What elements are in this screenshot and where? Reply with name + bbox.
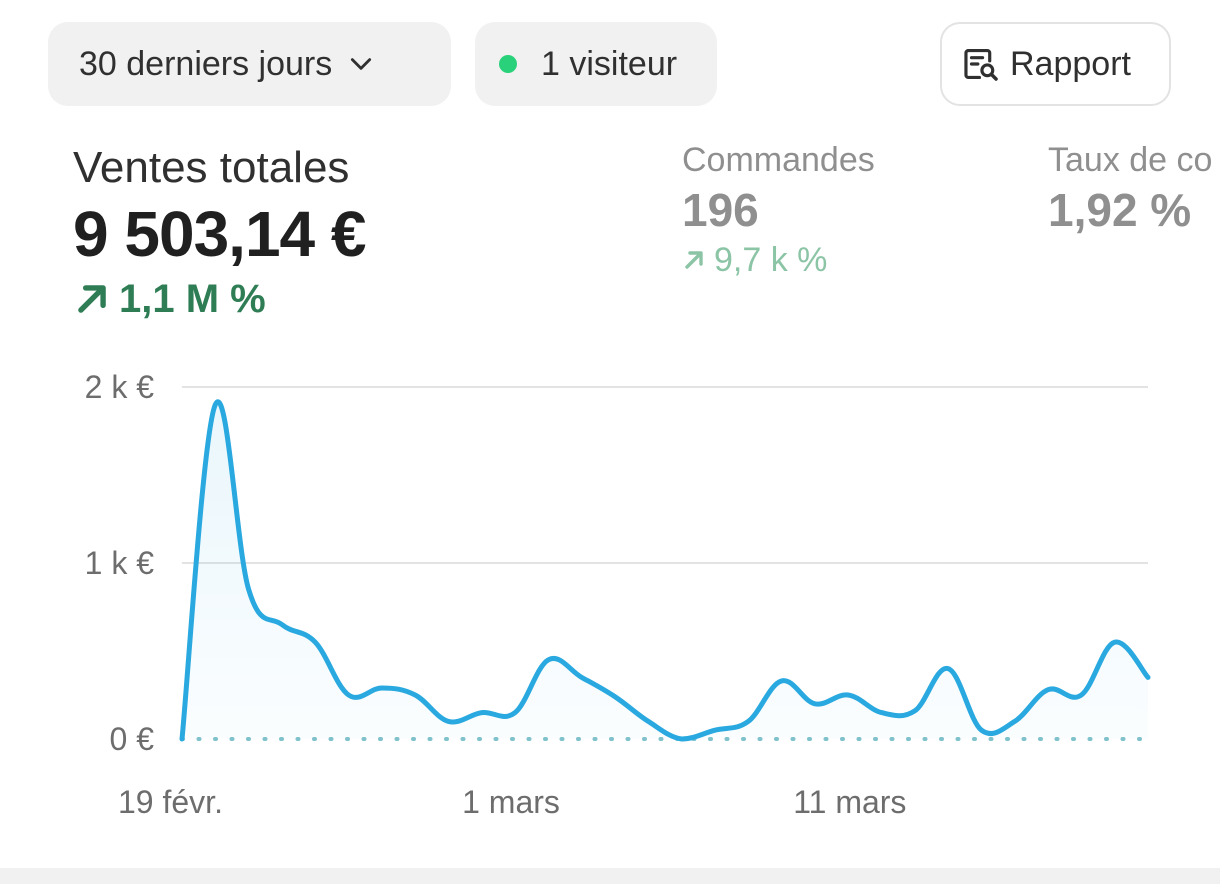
y-tick-label: 0 € [110,721,155,757]
x-tick-label: 1 mars [462,784,560,820]
live-visitors-badge[interactable]: 1 visiteur [475,22,717,106]
sales-line-chart[interactable]: 2 k € 1 k € 0 € 19 févr. 1 mars 11 mars [0,360,1220,840]
conversion-label: Taux de co [1048,141,1213,179]
total-sales-label: Ventes totales [73,143,350,192]
report-button-label: Rapport [1010,44,1131,83]
total-sales-delta-value: 1,1 M % [119,277,266,321]
total-sales-delta: 1,1 M % [73,272,366,326]
sales-series-line[interactable] [179,399,1151,742]
report-search-icon [964,48,998,81]
orders-metric[interactable]: Commandes 196 9,7 k % [682,138,875,282]
live-dot-icon [499,55,517,73]
total-sales-value: 9 503,14 € [73,198,366,270]
total-sales-metric[interactable]: Ventes totales 9 503,14 € 1,1 M % [73,140,366,326]
orders-delta-value: 9,7 k % [714,241,828,279]
orders-label: Commandes [682,141,875,179]
date-range-selector[interactable]: 30 derniers jours [48,22,451,106]
y-tick-label: 2 k € [85,369,155,405]
conversion-value: 1,92 % [1048,184,1192,236]
orders-value: 196 [682,184,759,236]
x-tick-label: 11 mars [793,784,906,820]
x-tick-label: 19 févr. [118,784,223,820]
chevron-down-icon [351,58,372,70]
conversion-metric[interactable]: Taux de co 1,92 % [1048,138,1220,238]
report-button[interactable]: Rapport [940,22,1171,106]
arrow-up-right-icon [78,285,106,313]
footer-divider [0,868,1220,884]
sales-area-fill [182,401,1148,739]
visitor-count: 1 visiteur [541,44,678,83]
arrow-up-right-icon [685,251,703,269]
date-range-label: 30 derniers jours [79,44,333,83]
orders-delta: 9,7 k % [682,238,875,282]
y-tick-label: 1 k € [85,545,155,581]
